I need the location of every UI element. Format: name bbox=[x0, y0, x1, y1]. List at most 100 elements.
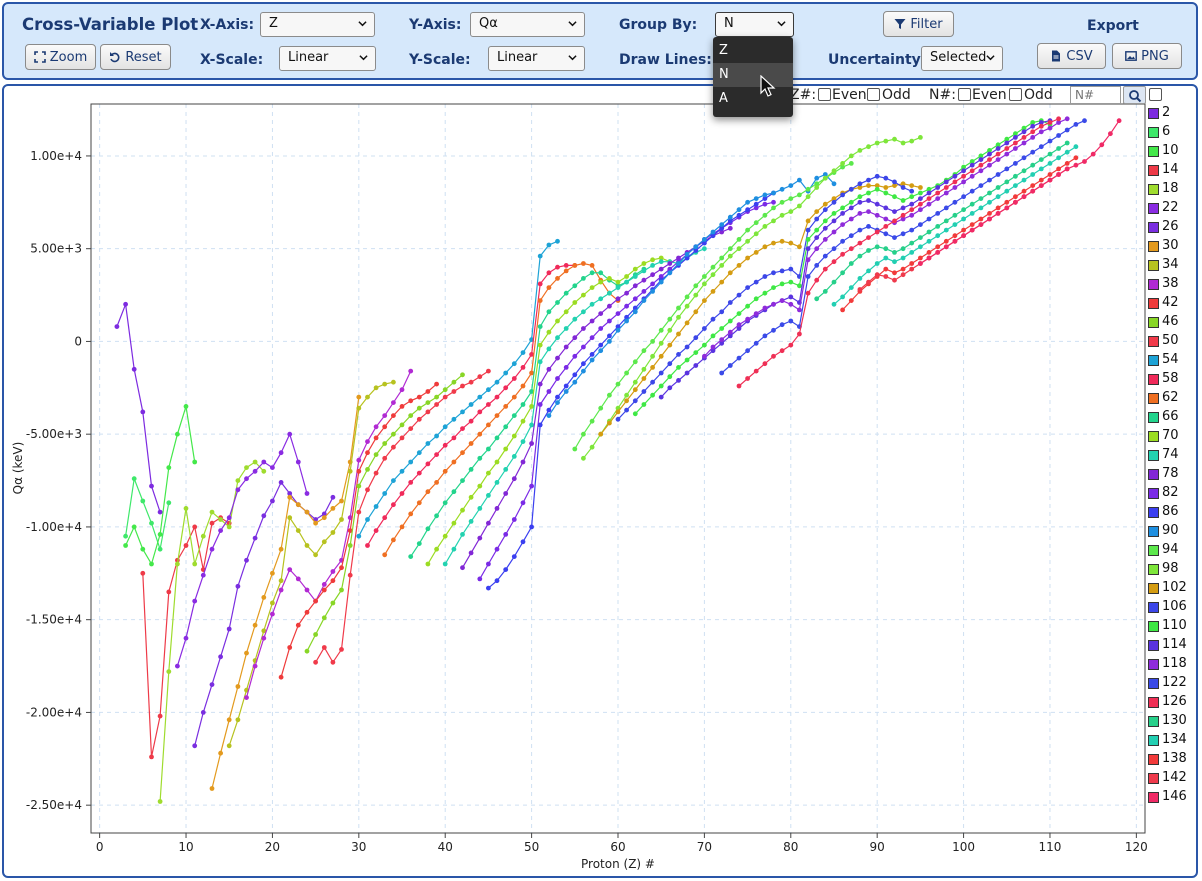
group-by-option-a[interactable]: A bbox=[719, 91, 728, 106]
data-point bbox=[667, 361, 673, 367]
data-point bbox=[745, 316, 750, 322]
legend-toggle-all-checkbox[interactable] bbox=[1149, 88, 1162, 101]
series-n-26 bbox=[192, 480, 336, 749]
legend-item[interactable]: 46 bbox=[1148, 314, 1200, 333]
legend-item[interactable]: 42 bbox=[1148, 295, 1200, 314]
data-point bbox=[805, 218, 811, 224]
y-axis-select[interactable]: Qα bbox=[470, 12, 585, 37]
legend-item[interactable]: 118 bbox=[1148, 656, 1200, 675]
data-point bbox=[935, 190, 941, 196]
data-point bbox=[330, 530, 336, 535]
legend-item[interactable]: 94 bbox=[1148, 542, 1200, 561]
filter-button[interactable]: Filter bbox=[883, 11, 954, 37]
legend-swatch bbox=[1148, 640, 1159, 651]
legend-item[interactable]: 142 bbox=[1148, 770, 1200, 789]
data-point bbox=[218, 654, 224, 660]
n-even-checkbox[interactable] bbox=[958, 88, 971, 101]
legend-item[interactable]: 122 bbox=[1148, 675, 1200, 694]
data-point bbox=[650, 263, 655, 268]
data-point bbox=[883, 175, 889, 181]
legend-item[interactable]: 98 bbox=[1148, 561, 1200, 580]
legend-item[interactable]: 38 bbox=[1148, 276, 1200, 295]
data-point bbox=[874, 140, 880, 146]
data-point bbox=[278, 674, 284, 680]
legend-item[interactable]: 78 bbox=[1148, 466, 1200, 485]
legend-item[interactable]: 50 bbox=[1148, 333, 1200, 352]
data-point bbox=[753, 231, 759, 237]
data-point bbox=[391, 400, 396, 405]
data-point bbox=[632, 379, 638, 385]
reset-button[interactable]: Reset bbox=[100, 44, 171, 70]
data-point bbox=[961, 168, 966, 174]
legend-item[interactable]: 58 bbox=[1148, 371, 1200, 390]
data-point bbox=[598, 348, 604, 354]
legend-item[interactable]: 106 bbox=[1148, 599, 1200, 618]
legend-item[interactable]: 14 bbox=[1148, 162, 1200, 181]
data-point bbox=[788, 196, 794, 202]
data-point bbox=[805, 246, 811, 252]
legend-item[interactable]: 70 bbox=[1148, 428, 1200, 447]
legend-item[interactable]: 130 bbox=[1148, 713, 1200, 732]
legend-item[interactable]: 6 bbox=[1148, 124, 1200, 143]
group-by-option-n[interactable]: N bbox=[713, 63, 793, 87]
data-point bbox=[831, 199, 837, 205]
group-by-option-z[interactable]: Z bbox=[719, 43, 728, 58]
data-point bbox=[650, 339, 655, 344]
legend-item[interactable]: 134 bbox=[1148, 732, 1200, 751]
data-point bbox=[753, 296, 759, 302]
legend-item[interactable]: 82 bbox=[1148, 485, 1200, 504]
data-point bbox=[684, 303, 690, 309]
legend-item[interactable]: 2 bbox=[1148, 105, 1200, 124]
uncertainty-select[interactable]: Selected bbox=[921, 46, 1003, 71]
legend-item[interactable]: 54 bbox=[1148, 352, 1200, 371]
legend-item[interactable]: 30 bbox=[1148, 238, 1200, 257]
group-by-select[interactable]: N bbox=[715, 12, 794, 37]
data-point bbox=[710, 333, 716, 339]
data-point bbox=[486, 520, 491, 526]
data-point bbox=[702, 281, 707, 287]
data-point bbox=[892, 183, 897, 189]
data-point bbox=[805, 274, 811, 279]
data-point bbox=[883, 185, 889, 190]
z-odd-checkbox[interactable] bbox=[867, 88, 880, 101]
legend-item[interactable]: 66 bbox=[1148, 409, 1200, 428]
legend-label: 90 bbox=[1162, 523, 1179, 538]
data-point bbox=[658, 274, 664, 279]
legend-item[interactable]: 26 bbox=[1148, 219, 1200, 238]
n-search-button[interactable] bbox=[1123, 86, 1146, 104]
data-point bbox=[572, 372, 578, 378]
z-even-checkbox[interactable] bbox=[818, 88, 831, 101]
export-csv-button[interactable]: CSV bbox=[1037, 43, 1106, 69]
data-point bbox=[460, 409, 465, 415]
legend-item[interactable]: 22 bbox=[1148, 200, 1200, 219]
data-point bbox=[727, 363, 733, 368]
data-point bbox=[235, 487, 241, 493]
legend-item[interactable]: 86 bbox=[1148, 504, 1200, 523]
export-png-button[interactable]: PNG bbox=[1112, 43, 1182, 69]
legend-item[interactable]: 18 bbox=[1148, 181, 1200, 200]
legend-item[interactable]: 62 bbox=[1148, 390, 1200, 409]
legend-item[interactable]: 34 bbox=[1148, 257, 1200, 276]
legend-item[interactable]: 114 bbox=[1148, 637, 1200, 656]
legend-item[interactable]: 74 bbox=[1148, 447, 1200, 466]
legend-item[interactable]: 138 bbox=[1148, 751, 1200, 770]
n-odd-checkbox[interactable] bbox=[1009, 88, 1022, 101]
legend-item[interactable]: 90 bbox=[1148, 523, 1200, 542]
legend-label: 102 bbox=[1162, 580, 1187, 595]
data-point bbox=[658, 394, 664, 400]
legend-item[interactable]: 110 bbox=[1148, 618, 1200, 637]
zoom-button[interactable]: Zoom bbox=[25, 44, 96, 70]
legend-item[interactable]: 146 bbox=[1148, 789, 1200, 808]
x-axis-select[interactable]: Z bbox=[260, 12, 375, 37]
y-scale-select[interactable]: Linear bbox=[488, 46, 585, 71]
data-point bbox=[943, 185, 949, 190]
legend-item[interactable]: 126 bbox=[1148, 694, 1200, 713]
legend-item[interactable]: 10 bbox=[1148, 143, 1200, 162]
legend-item[interactable]: 102 bbox=[1148, 580, 1200, 599]
data-point bbox=[926, 186, 932, 192]
n-number-input[interactable] bbox=[1070, 86, 1121, 104]
data-point bbox=[408, 398, 414, 404]
data-point bbox=[1056, 155, 1061, 161]
x-scale-select[interactable]: Linear bbox=[279, 46, 376, 71]
